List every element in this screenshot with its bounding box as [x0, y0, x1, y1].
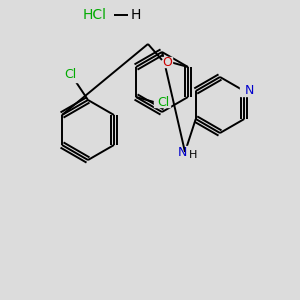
Text: H: H: [131, 8, 141, 22]
Text: Cl: Cl: [64, 68, 76, 80]
Bar: [174, 146, 196, 158]
Text: Cl: Cl: [157, 95, 169, 109]
Text: HCl: HCl: [83, 8, 107, 22]
Text: H: H: [189, 150, 197, 160]
Text: N: N: [177, 146, 187, 158]
Bar: [240, 86, 252, 96]
Text: N: N: [244, 85, 254, 98]
Bar: [62, 72, 78, 82]
Bar: [162, 57, 172, 67]
Text: O: O: [162, 56, 172, 68]
Bar: [154, 97, 170, 107]
